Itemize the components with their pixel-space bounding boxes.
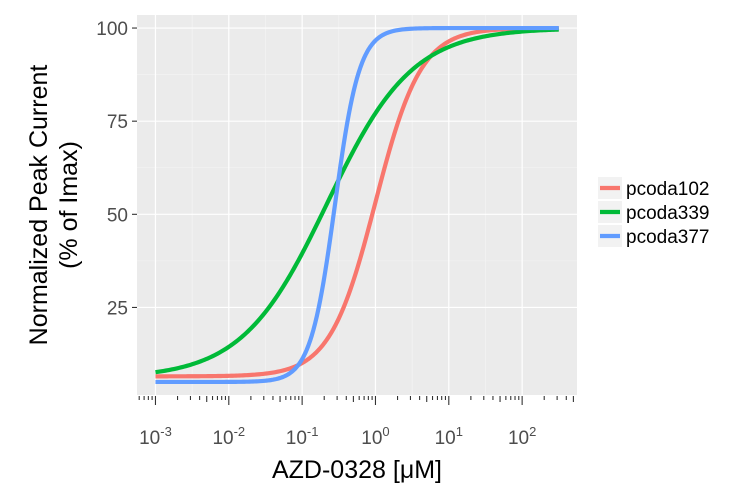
y-axis: 25 50 75 100: [96, 19, 137, 319]
x-tick-label: 101: [435, 424, 463, 449]
x-tick-label: 10-3: [139, 424, 172, 449]
series-lines: [155, 25, 560, 385]
y-axis-title: Normalized Peak Current (% of Imax): [25, 65, 83, 346]
x-tick-label: 100: [361, 424, 389, 449]
legend-label-pcoda377: pcoda377: [626, 227, 709, 248]
grid-major: [137, 15, 577, 395]
y-axis-title-line2: (% of Imax): [55, 141, 83, 269]
x-axis: 10-3 10-2 10-1 100 101 102: [138, 396, 574, 449]
x-tick-label: 10-1: [286, 424, 319, 449]
legend: pcoda102 pcoda339 pcoda377: [598, 177, 709, 248]
series-line-pcoda339: [155, 27, 560, 375]
legend-label-pcoda102: pcoda102: [626, 179, 709, 200]
y-tick-label: 100: [96, 19, 128, 40]
legend-label-pcoda339: pcoda339: [626, 203, 709, 224]
y-tick-label: 25: [107, 298, 128, 319]
x-axis-title: AZD-0328 [μM]: [272, 456, 442, 484]
series-line-pcoda377: [155, 25, 560, 385]
grid-minor: [137, 15, 577, 395]
y-tick-label: 50: [107, 205, 128, 226]
x-tick-label: 102: [508, 424, 536, 449]
y-tick-label: 75: [107, 112, 128, 133]
y-axis-title-line1: Normalized Peak Current: [25, 65, 53, 346]
x-tick-label: 10-2: [212, 424, 245, 449]
